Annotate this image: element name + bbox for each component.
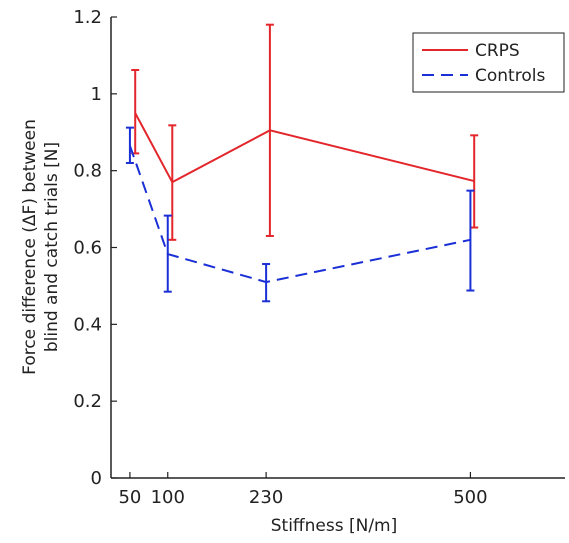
x-axis-label: Stiffness [N/m]: [271, 516, 398, 536]
x-tick-label: 100: [151, 487, 185, 508]
y-tick-label: 0.6: [73, 238, 102, 259]
y-tick-label: 1.2: [73, 7, 102, 28]
series-line: [128, 145, 471, 284]
series-layer: [125, 23, 479, 303]
error-bar: [131, 69, 140, 155]
error-bar: [168, 124, 177, 241]
error-bar: [265, 23, 274, 237]
y-tick-label: 0.4: [73, 314, 102, 335]
legend-crps-label: CRPS: [475, 41, 520, 61]
legend: CRPS Controls: [412, 32, 565, 93]
y-ticks: 0 0.2 0.4 0.6 0.8 1 1.2: [73, 7, 117, 489]
legend-controls-label: Controls: [475, 66, 545, 86]
series-line: [134, 112, 475, 184]
y-tick-label: 0: [91, 468, 102, 489]
x-tick-label: 500: [453, 487, 487, 508]
series-controls: [125, 126, 475, 303]
y-tick-label: 0.8: [73, 161, 102, 182]
y-axis-label-line-2: blind and catch trials [N]: [42, 142, 62, 352]
error-bar: [125, 126, 134, 164]
legend-box: [412, 32, 565, 93]
error-bar: [470, 134, 479, 229]
error-bar: [163, 214, 172, 293]
x-ticks: 50 100 230 500: [118, 472, 488, 508]
series-crps: [131, 23, 479, 241]
x-tick-label: 50: [118, 487, 141, 508]
error-bar: [466, 189, 475, 292]
y-tick-label: 1: [91, 84, 102, 105]
x-tick-label: 230: [249, 487, 283, 508]
y-tick-label: 0.2: [73, 391, 102, 412]
y-axis-label-line-1: Force difference (ΔF) between: [20, 119, 40, 375]
y-axis-label: Force difference (ΔF) between blind and …: [20, 119, 62, 375]
error-bar: [262, 263, 271, 303]
